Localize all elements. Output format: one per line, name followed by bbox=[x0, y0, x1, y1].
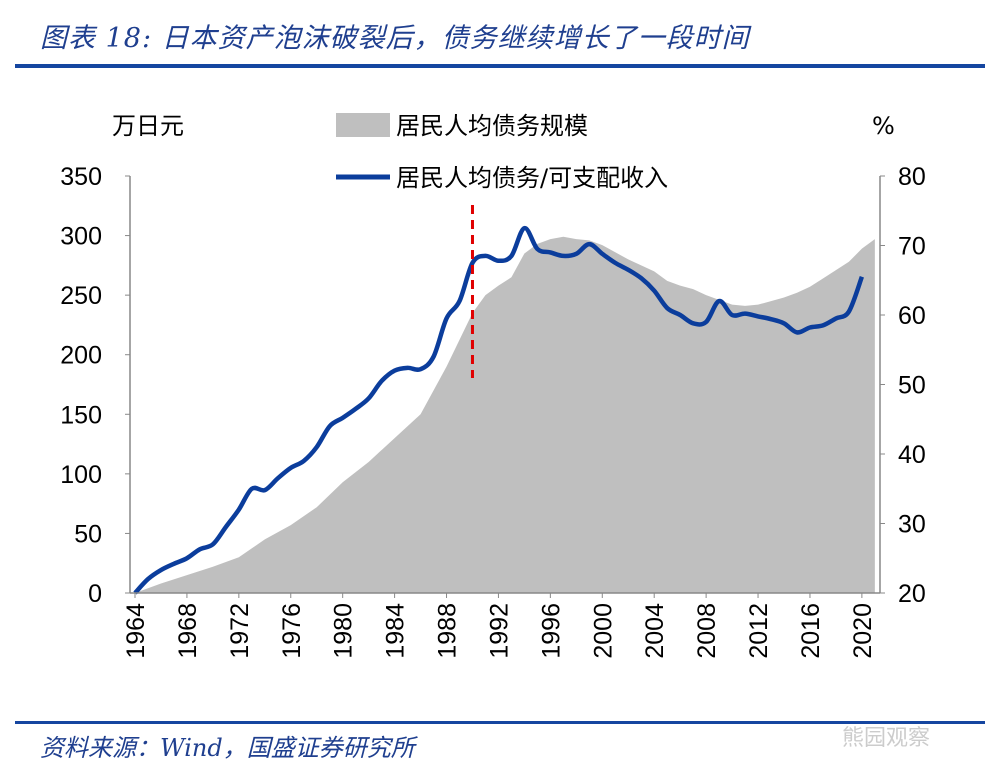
legend-label-area: 居民人均债务规模 bbox=[396, 112, 588, 140]
right-axis-label: % bbox=[872, 112, 895, 140]
x-tick-label: 2008 bbox=[693, 603, 721, 659]
x-tick-label: 2016 bbox=[797, 603, 825, 659]
left-tick-label: 350 bbox=[60, 163, 102, 191]
x-tick-label: 2004 bbox=[641, 603, 669, 659]
x-tick-label: 1964 bbox=[122, 603, 150, 659]
x-tick-label: 2020 bbox=[849, 603, 877, 659]
x-tick-label: 1988 bbox=[434, 603, 462, 659]
footer-divider bbox=[15, 721, 985, 724]
left-tick-label: 50 bbox=[74, 520, 102, 548]
x-tick-label: 1980 bbox=[330, 603, 358, 659]
title-divider bbox=[15, 64, 985, 68]
right-tick-label: 40 bbox=[898, 441, 926, 469]
left-tick-label: 200 bbox=[60, 342, 102, 370]
right-tick-label: 20 bbox=[898, 580, 926, 608]
left-tick-label: 100 bbox=[60, 461, 102, 489]
right-tick-label: 60 bbox=[898, 302, 926, 330]
right-tick-label: 30 bbox=[898, 511, 926, 539]
source-note: 资料来源：Wind，国盛证券研究所 bbox=[40, 734, 415, 762]
left-tick-label: 250 bbox=[60, 282, 102, 310]
left-tick-label: 150 bbox=[60, 401, 102, 429]
x-tick-label: 1992 bbox=[485, 603, 513, 659]
x-tick-label: 1972 bbox=[226, 603, 254, 659]
right-tick-label: 80 bbox=[898, 163, 926, 191]
left-tick-label: 300 bbox=[60, 223, 102, 251]
watermark: 熊园观察 bbox=[842, 726, 931, 751]
right-tick-label: 70 bbox=[898, 233, 926, 261]
line-series-debt-to-income bbox=[133, 225, 864, 595]
area-series-debt-per-capita bbox=[135, 236, 875, 593]
x-tick-label: 1976 bbox=[278, 603, 306, 659]
right-tick-label: 50 bbox=[898, 372, 926, 400]
chart-title: 图表 18: 日本资产泡沫破裂后，债务继续增长了一段时间 bbox=[40, 23, 750, 54]
x-tick-label: 2012 bbox=[745, 603, 773, 659]
legend-label-line: 居民人均债务/可支配收入 bbox=[396, 164, 668, 192]
left-axis-label: 万日元 bbox=[112, 112, 184, 140]
left-tick-label: 0 bbox=[88, 580, 102, 608]
x-tick-label: 1996 bbox=[537, 603, 565, 659]
x-tick-label: 2000 bbox=[589, 603, 617, 659]
legend-swatch-area bbox=[336, 113, 390, 137]
x-tick-label: 1968 bbox=[174, 603, 202, 659]
x-tick-label: 1984 bbox=[382, 603, 410, 659]
